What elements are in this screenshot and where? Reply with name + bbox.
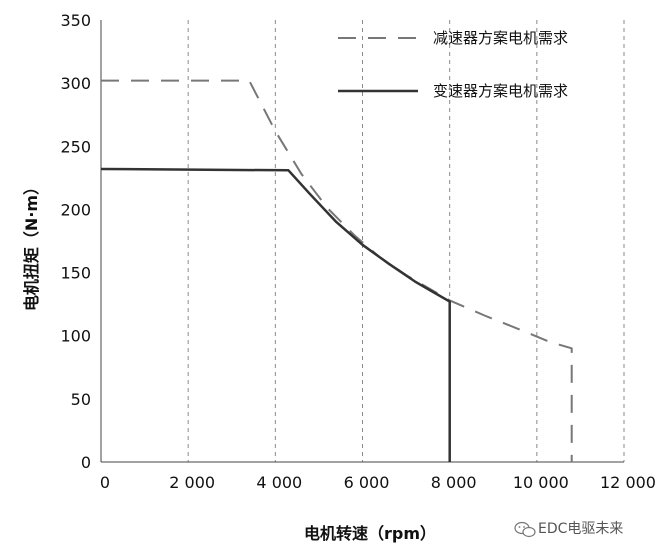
legend-label-transmission: 变速器方案电机需求	[433, 82, 568, 100]
legend: 减速器方案电机需求 变速器方案电机需求	[338, 29, 568, 100]
y-tick-label: 50	[71, 390, 91, 409]
x-tick-label: 2 000	[169, 473, 215, 492]
watermark: EDC电驱未来	[514, 521, 623, 538]
y-tick-label: 350	[60, 11, 91, 30]
series-line-1	[100, 167, 451, 462]
y-tick-label: 300	[60, 74, 91, 93]
y-tick-label: 200	[60, 200, 91, 219]
x-tick-label: 6 000	[344, 473, 390, 492]
wechat-icon	[514, 521, 536, 538]
watermark-text: EDC电驱未来	[538, 521, 623, 537]
x-tick-label: 8 000	[431, 473, 477, 492]
legend-label-reducer: 减速器方案电机需求	[433, 29, 568, 47]
y-axis: 0 50 100 150 200 250 300 350	[60, 11, 102, 472]
x-tick-label: 4 000	[256, 473, 302, 492]
x-axis-title: 电机转速（rpm）	[304, 524, 436, 543]
y-tick-label: 100	[60, 327, 91, 346]
x-axis: 0 2 000 4 000 6 000 8 000 10 000 12 000	[100, 461, 656, 492]
y-tick-label: 250	[60, 137, 91, 156]
x-tick-label: 12 000	[600, 473, 656, 492]
y-tick-label: 150	[60, 264, 91, 283]
series-line-0	[101, 79, 573, 462]
x-tick-label: 0	[100, 473, 110, 492]
x-tick-label: 10 000	[513, 473, 569, 492]
series-layer	[100, 79, 573, 462]
y-tick-label: 0	[81, 453, 91, 472]
y-axis-title: 电机扭矩（N·m）	[22, 179, 41, 311]
